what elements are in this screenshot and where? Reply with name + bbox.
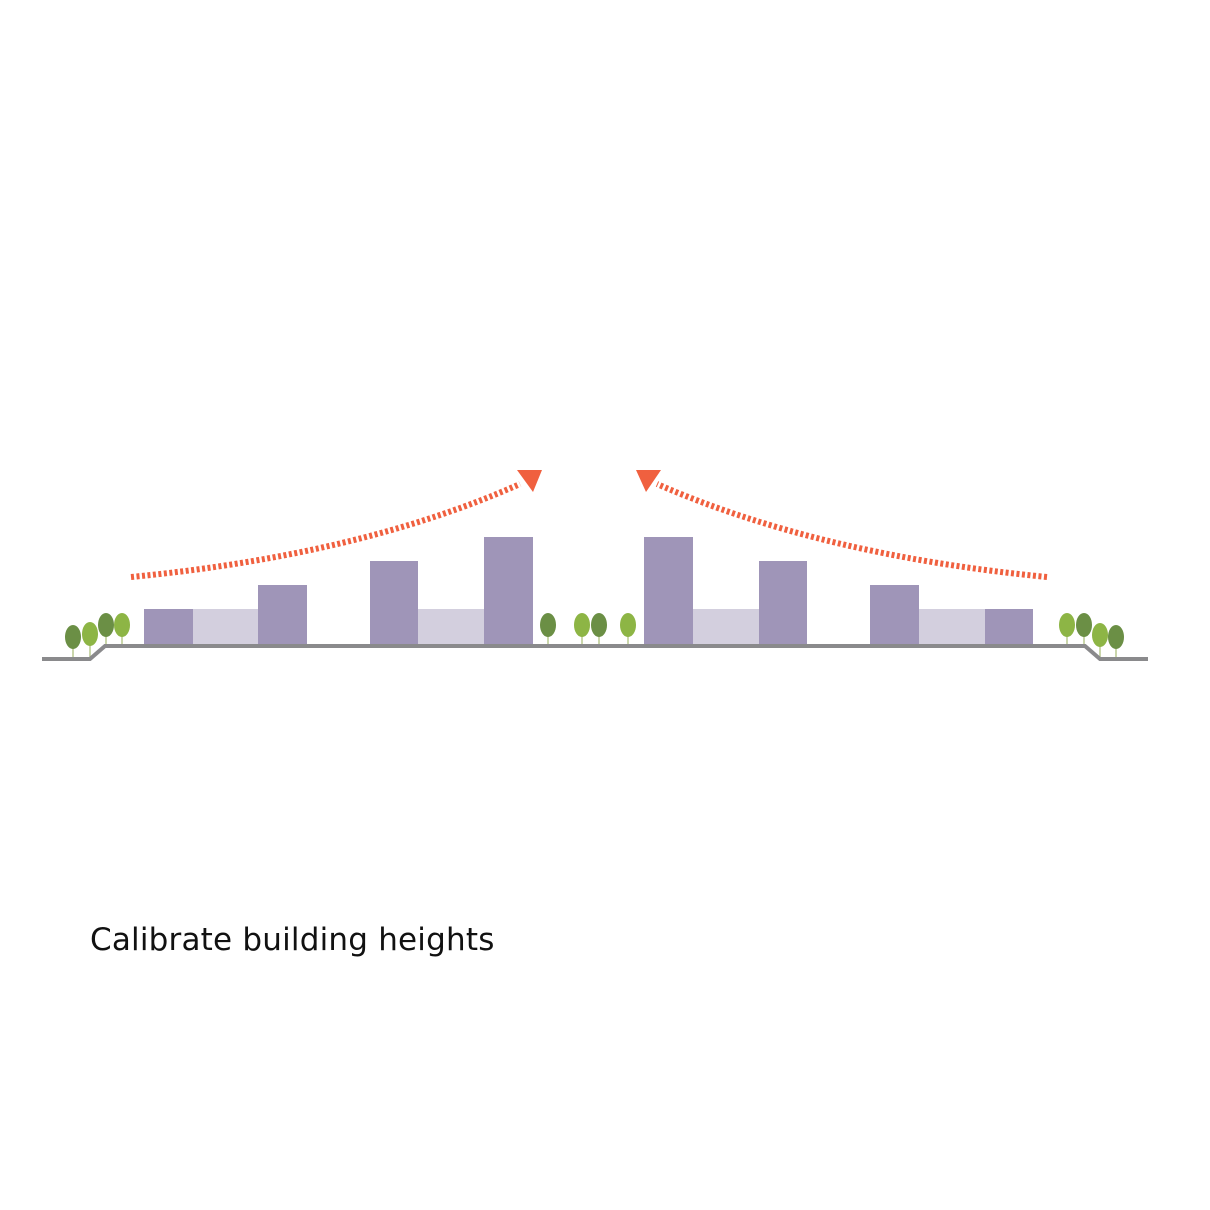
tree-crown [1092, 623, 1108, 647]
tree-icon [1092, 623, 1108, 658]
tree-icon [574, 613, 590, 645]
building-low [693, 609, 759, 645]
arrowhead-right [636, 470, 661, 492]
tree-icon [540, 613, 556, 645]
tree-crown [591, 613, 607, 637]
building-tall [144, 609, 193, 645]
tree-icon [65, 625, 81, 658]
building-low [193, 609, 258, 645]
tree-icon [82, 622, 98, 658]
building-tall [370, 561, 418, 645]
tree-crown [65, 625, 81, 649]
tree-crown [540, 613, 556, 637]
building-low [418, 609, 484, 645]
tree-icon [591, 613, 607, 645]
building-low [919, 609, 985, 645]
buildings [144, 537, 1033, 645]
building-tall [759, 561, 807, 645]
trees [65, 613, 1124, 658]
building-tall [258, 585, 307, 645]
arrowhead-left [517, 470, 542, 492]
tree-icon [620, 613, 636, 645]
tree-crown [82, 622, 98, 646]
tree-icon [98, 613, 114, 645]
building-tall [985, 609, 1033, 645]
building-tall [644, 537, 693, 645]
arrow-left-dashed-curve [130, 481, 522, 580]
arrow-right-dashed-curve [655, 481, 1048, 580]
tree-crown [574, 613, 590, 637]
height-arrows [130, 470, 1048, 580]
tree-crown [98, 613, 114, 637]
ground-line [42, 644, 1148, 661]
tree-crown [1076, 613, 1092, 637]
tree-crown [1108, 625, 1124, 649]
building-tall [870, 585, 919, 645]
tree-crown [620, 613, 636, 637]
tree-icon [1059, 613, 1075, 645]
tree-icon [114, 613, 130, 645]
building-tall [484, 537, 533, 645]
tree-icon [1108, 625, 1124, 658]
caption: Calibrate building heights [90, 922, 495, 958]
tree-crown [114, 613, 130, 637]
tree-crown [1059, 613, 1075, 637]
tree-icon [1076, 613, 1092, 645]
